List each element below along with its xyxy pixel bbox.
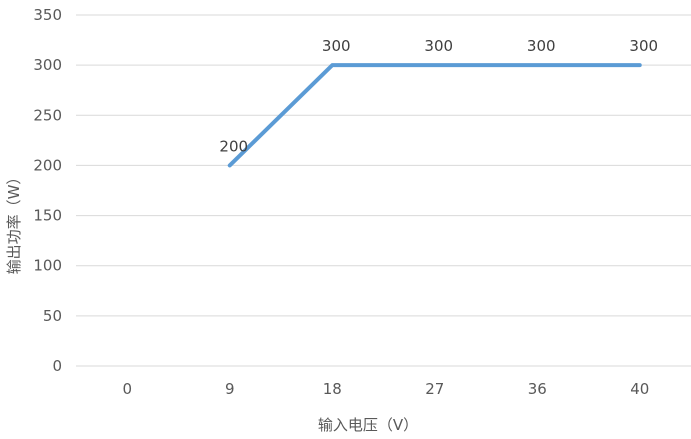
data-label: 300: [424, 37, 453, 55]
y-tick-label: 50: [43, 307, 62, 325]
x-tick-label: 0: [122, 380, 132, 398]
series: [227, 63, 642, 168]
series-line: [227, 63, 642, 168]
y-tick-label: 100: [33, 257, 62, 275]
x-tick-label: 36: [528, 380, 547, 398]
data-label: 300: [629, 37, 658, 55]
y-axis-ticks: 0 50 100 150 200 250 300 350: [33, 6, 62, 375]
data-labels: 200 300 300 300 300: [219, 37, 658, 155]
x-axis-title: 输入电压（V）: [318, 416, 418, 434]
gridlines: [76, 14, 691, 367]
x-axis-ticks: 0 9 18 27 36 40: [122, 380, 649, 398]
y-tick-label: 200: [33, 156, 62, 174]
data-label: 200: [219, 137, 248, 155]
x-tick-label: 27: [425, 380, 444, 398]
y-tick-label: 150: [33, 207, 62, 225]
y-tick-label: 300: [33, 56, 62, 74]
y-axis-title: 输出功率（W）: [5, 170, 23, 275]
x-tick-label: 18: [323, 380, 342, 398]
y-tick-label: 0: [52, 357, 62, 375]
x-tick-label: 9: [225, 380, 235, 398]
y-tick-label: 350: [33, 6, 62, 24]
x-tick-label: 40: [630, 380, 649, 398]
y-tick-label: 250: [33, 106, 62, 124]
data-label: 300: [322, 37, 351, 55]
data-label: 300: [527, 37, 556, 55]
